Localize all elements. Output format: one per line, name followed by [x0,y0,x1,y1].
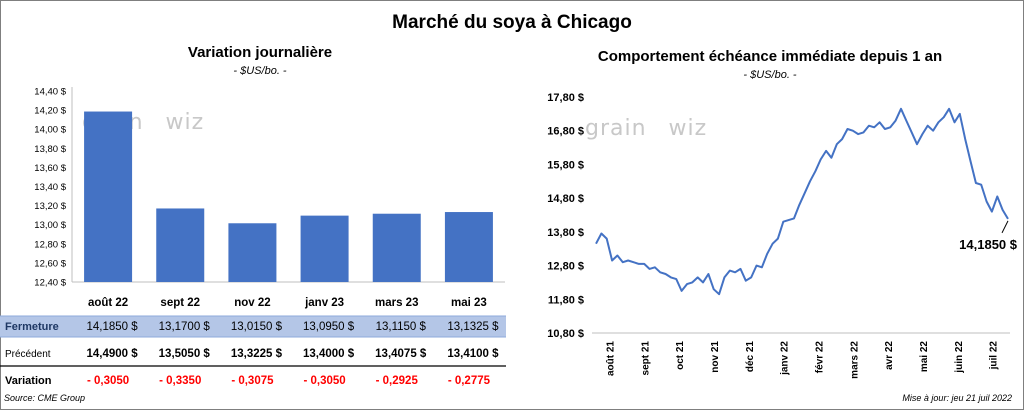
table-cell: 13,4000 $ [303,348,355,360]
line-x-tick-label: févr 22 [814,341,825,374]
line-y-tick-label: 14,80 $ [547,193,584,205]
bar-chart-title: Variation journalière [187,44,333,61]
table-cell: - 0,3050 [303,375,345,387]
bar-x-tick-label: mars 23 [375,297,418,309]
bar-x-tick-label: nov 22 [234,297,270,309]
table-cell: - 0,2925 [376,375,419,387]
bar-y-tick-label: 13,20 $ [34,201,66,212]
bar [84,111,133,282]
line-y-tick-label: 11,80 $ [548,294,584,306]
bar-y-tick-label: 12,80 $ [34,239,66,250]
bar-chart: 12,40 $ 12,60 $ 12,80 $ 13,00 $ 13,20 $ 13,40… [0,87,506,387]
line-y-tick-label: 17,80 $ [547,92,584,104]
table-cell: 14,4900 $ [86,348,138,360]
line-y-tick-label: 16,80 $ [547,126,584,138]
bar-y-tick-label: 13,60 $ [34,163,66,174]
line-x-tick-label: avr 22 [884,341,895,370]
table-cell: 13,4100 $ [447,348,499,360]
bar [228,223,277,282]
bar [300,215,349,282]
line-x-tick-label: juin 22 [954,341,965,374]
line-y-tick-label: 10,80 $ [547,328,584,340]
line-y-tick-label: 13,80 $ [547,227,584,239]
table-cell: - 0,3350 [159,375,201,387]
table-cell: 13,1325 $ [447,321,499,333]
table-cell: - 0,2775 [448,375,491,387]
line-x-tick-label: août 21 [605,341,616,376]
table-cell: 13,4075 $ [375,348,427,360]
bar-y-tick-label: 14,40 $ [34,87,66,98]
bar-chart-unit: - $US/bo. - [233,65,287,77]
bar [372,213,421,282]
line-y-tick-label: 12,80 $ [547,261,584,273]
table-cell: 14,1850 $ [86,321,138,333]
price-series-line [595,107,1009,296]
table-cell: - 0,3075 [231,375,274,387]
bar-x-tick-label: mai 23 [451,297,487,309]
bar-y-tick-label: 12,40 $ [34,278,66,289]
bar [156,208,205,282]
line-x-tick-label: mai 22 [919,341,930,373]
table-cell: 13,0150 $ [231,321,283,333]
table-row-label: Variation [5,375,52,387]
bar-y-tick-label: 13,40 $ [34,182,66,193]
table-cell: 13,1150 $ [376,321,427,333]
source-note: Source: CME Group [4,393,86,403]
table-cell: 13,1700 $ [159,321,211,333]
bar-x-tick-label: janv 23 [304,297,344,309]
line-x-tick-label: janv 22 [780,341,791,376]
last-value-label: 14,1850 $ [959,237,1018,252]
table-cell: 13,0950 $ [303,321,355,333]
line-y-tick-label: 15,80 $ [547,159,584,171]
grainwiz-watermark-right: grain wiz [585,116,708,141]
bar [444,212,493,282]
bar-y-tick-label: 14,00 $ [34,125,66,136]
line-x-tick-label: mars 22 [849,341,860,379]
table-cell: - 0,3050 [87,375,129,387]
last-value-leader [1001,220,1009,234]
update-note: Mise à jour: jeu 21 juil 2022 [902,393,1012,403]
fermeture-row-background [0,316,506,337]
line-x-tick-label: sept 21 [640,341,651,376]
bar-x-tick-label: sept 22 [160,297,200,309]
line-chart-unit: - $US/bo. - [743,69,797,81]
table-row-label: Fermeture [5,321,59,333]
line-x-tick-label: déc 21 [745,341,756,373]
line-x-tick-label: oct 21 [675,341,686,370]
page-title: Marché du soya à Chicago [392,12,632,33]
bar-y-tick-label: 14,20 $ [34,106,66,117]
bar-x-tick-label: août 22 [88,297,128,309]
line-chart-title: Comportement échéance immédiate depuis 1… [597,48,943,65]
bar-y-tick-label: 13,00 $ [34,220,66,231]
line-x-tick-label: nov 21 [710,341,721,373]
bar-y-tick-label: 13,80 $ [34,144,66,155]
table-cell: 13,3225 $ [231,348,283,360]
bar-y-tick-label: 12,60 $ [34,258,66,269]
line-chart: 10,80 $ 11,80 $ 12,80 $ 13,80 $ 14,80 $ 15,80… [547,92,1018,379]
line-x-tick-label: juil 22 [989,341,1000,371]
table-cell: 13,5050 $ [159,348,211,360]
table-row-label: Précédent [5,349,51,360]
